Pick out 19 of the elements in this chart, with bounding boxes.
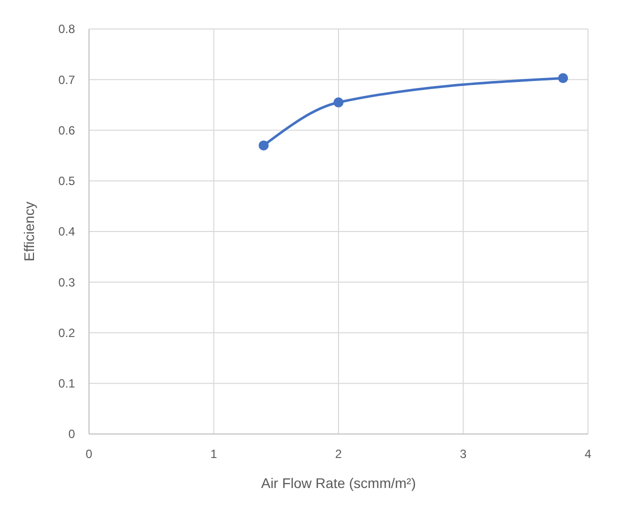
y-tick-label: 0.2	[58, 326, 76, 340]
y-tick-label: 0.7	[58, 72, 76, 87]
x-tick-label: 4	[584, 447, 592, 461]
y-axis-title: Efficiency	[21, 202, 37, 262]
point	[334, 97, 344, 108]
y-tick-label: 0.6	[58, 123, 76, 138]
y-tick-label: 0	[68, 427, 76, 442]
x-tick-label: 2	[335, 447, 342, 461]
y-tick-label: 0.5	[58, 174, 76, 188]
x-tick-label: 0	[86, 447, 93, 461]
y-tick-label: 0.3	[58, 275, 76, 290]
x-tick-label: 1	[210, 447, 218, 461]
x-tick-label: 3	[460, 447, 467, 461]
x-axis-title: Air Flow Rate (scmm/m²)	[261, 475, 416, 491]
point	[558, 73, 568, 84]
point	[258, 140, 269, 150]
y-tick-label: 0.1	[58, 376, 76, 391]
y-tick-label: 0.4	[58, 224, 76, 239]
y-tick-label: 0.8	[58, 22, 76, 36]
